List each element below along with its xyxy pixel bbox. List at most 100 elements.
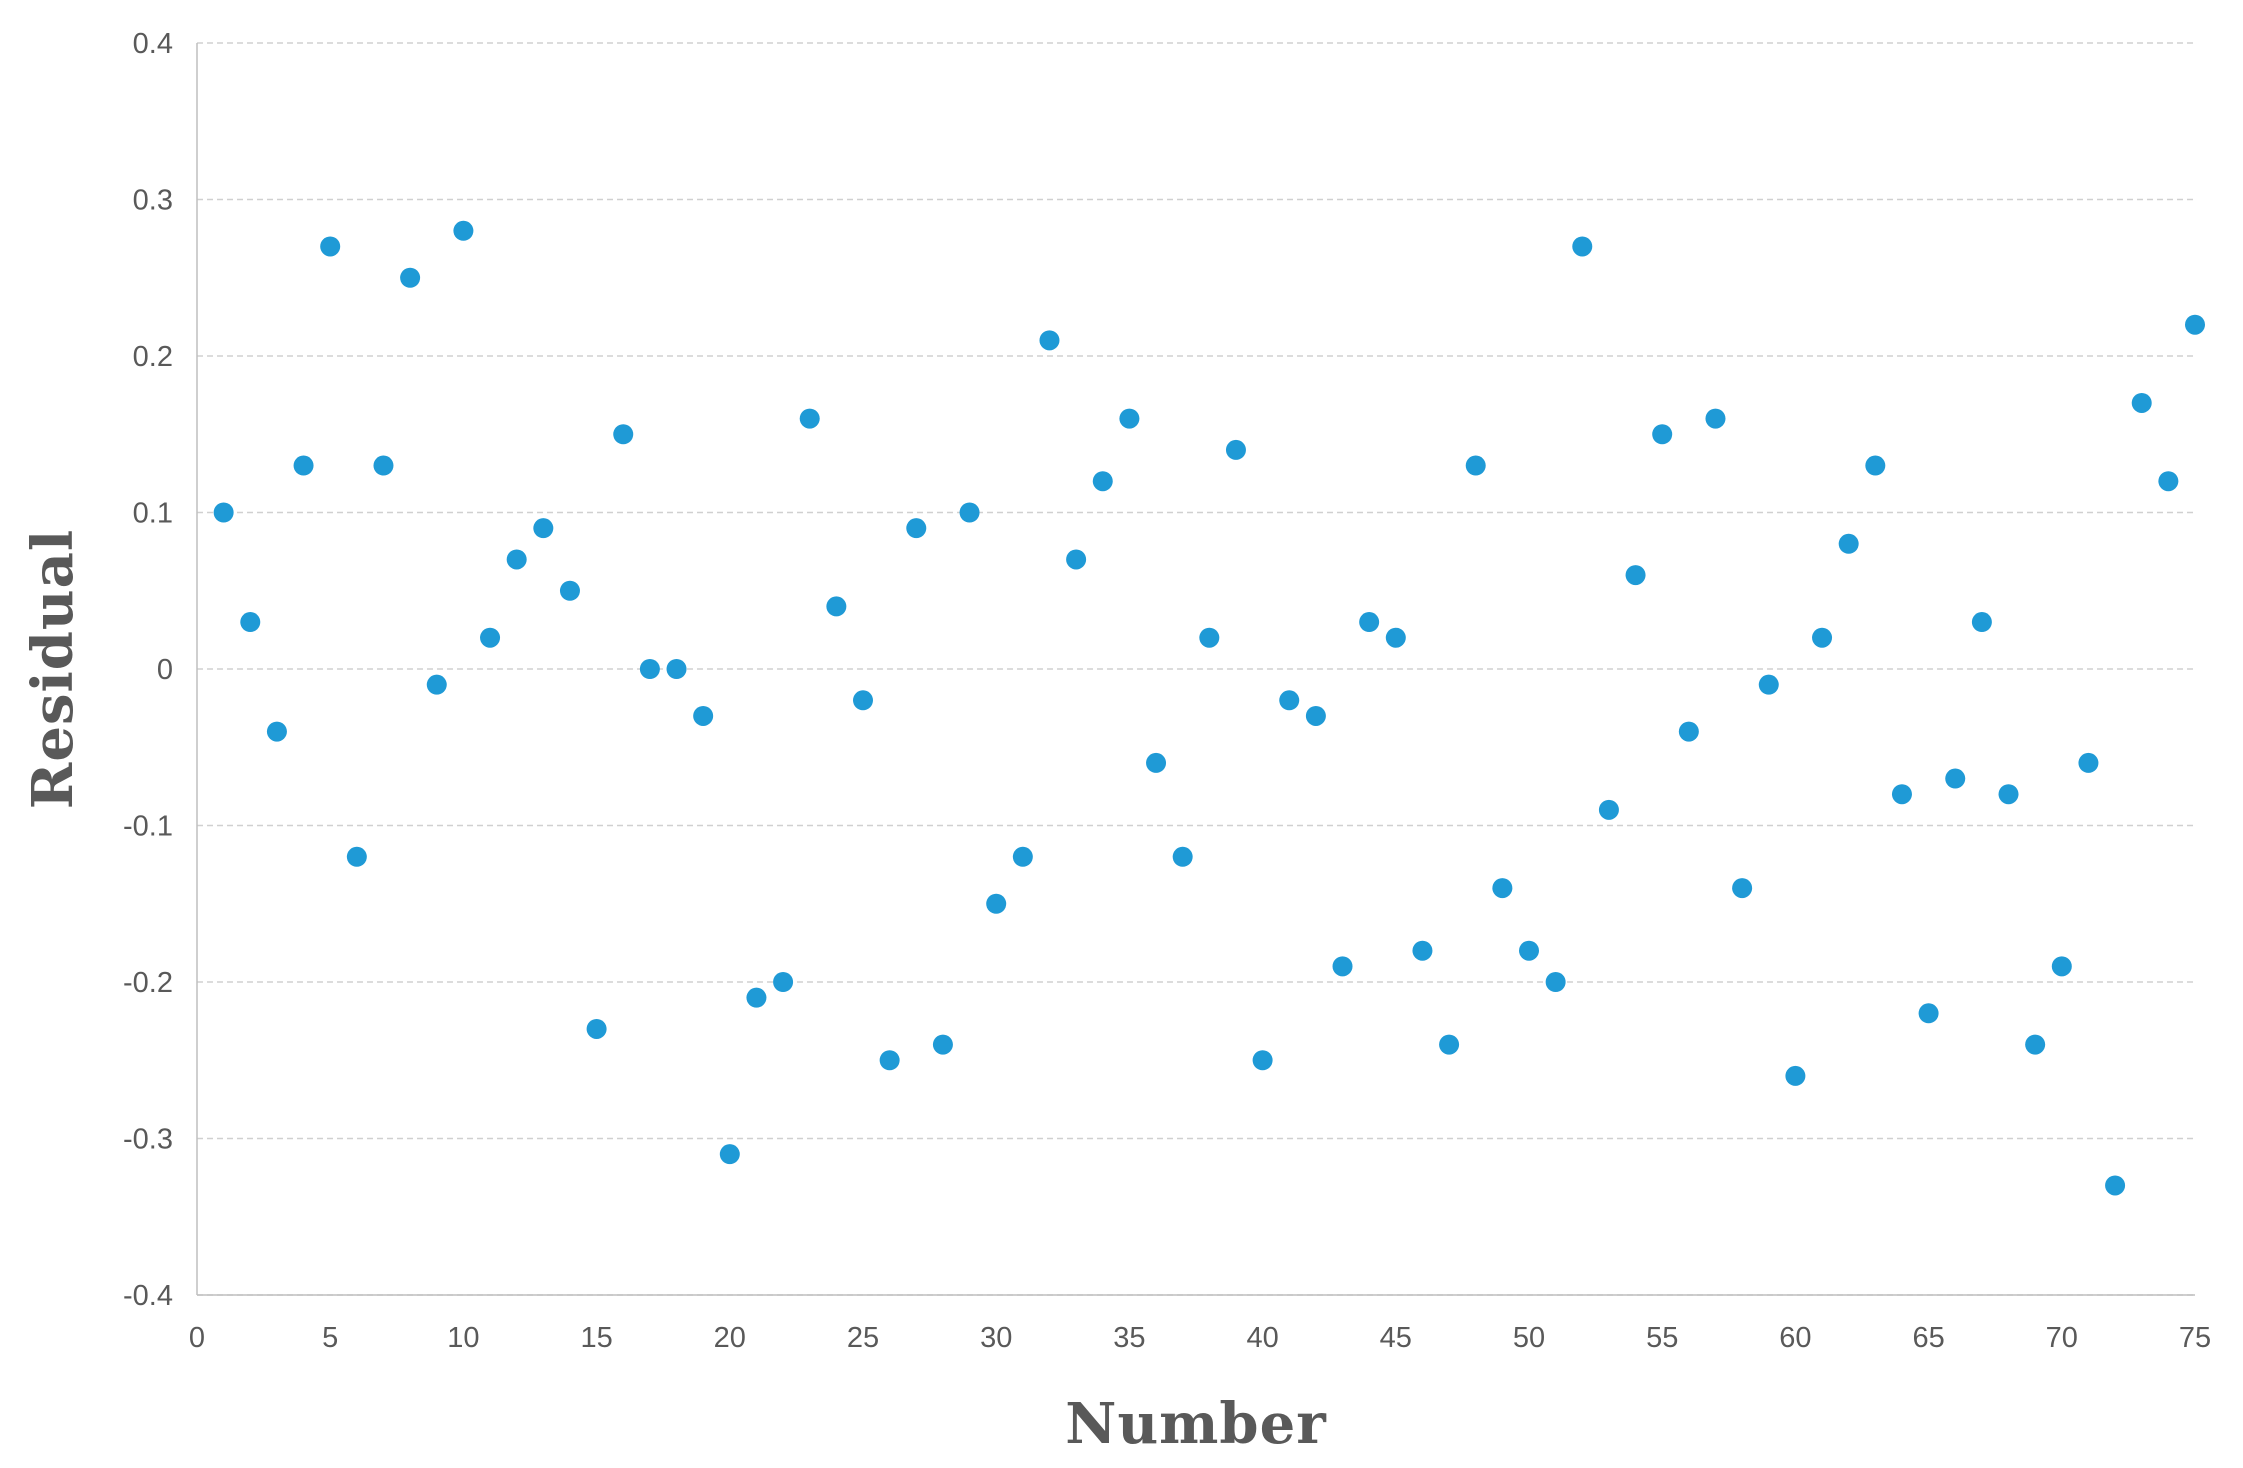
data-point — [1492, 878, 1513, 899]
data-point — [986, 893, 1007, 914]
data-point — [1225, 439, 1246, 460]
y-tick-labels: -0.4 -0.3 -0.2 -0.1 0 0.1 0.2 0.3 0.4 — [123, 28, 173, 1312]
x-tick-label: 50 — [1513, 1322, 1545, 1354]
data-point — [213, 502, 234, 523]
data-point — [1146, 752, 1167, 773]
data-point — [293, 455, 314, 476]
y-tick-label: 0.4 — [133, 28, 173, 60]
x-tick-label: 0 — [189, 1322, 205, 1354]
x-axis-title: Number — [1065, 1391, 1327, 1457]
data-point — [2131, 392, 2152, 413]
data-point — [1119, 408, 1140, 429]
data-point — [2185, 314, 2205, 335]
x-tick-label: 5 — [322, 1322, 338, 1354]
data-point — [666, 659, 687, 679]
data-point — [586, 1018, 607, 1039]
y-axis-title: Residual — [20, 529, 86, 809]
data-point — [320, 236, 341, 257]
data-point — [746, 987, 767, 1008]
data-point — [480, 627, 501, 648]
data-point — [373, 455, 394, 476]
x-tick-label: 15 — [580, 1322, 612, 1354]
data-point — [1598, 799, 1619, 820]
x-tick-label: 40 — [1246, 1322, 1278, 1354]
data-point — [1039, 330, 1060, 351]
data-point — [1545, 972, 1566, 992]
data-point — [426, 674, 447, 695]
y-tick-label: 0.2 — [133, 341, 173, 373]
x-tick-label: 65 — [1912, 1322, 1944, 1354]
data-point — [1812, 627, 1833, 648]
data-point — [1865, 455, 1886, 476]
data-point — [1519, 940, 1539, 961]
data-point — [1891, 784, 1912, 805]
x-tick-label: 45 — [1380, 1322, 1412, 1354]
data-point — [1678, 721, 1699, 742]
data-point — [1998, 784, 2019, 805]
data-point — [1945, 768, 1966, 789]
x-tick-label: 70 — [2046, 1322, 2078, 1354]
data-point — [266, 721, 287, 742]
data-point — [1918, 1003, 1939, 1024]
data-point — [1838, 533, 1859, 554]
x-tick-label: 55 — [1646, 1322, 1678, 1354]
data-point — [613, 424, 634, 445]
y-tick-label: 0.1 — [133, 498, 173, 530]
axes — [196, 43, 2195, 1296]
data-point — [2051, 956, 2072, 977]
data-point — [1625, 565, 1646, 586]
data-point — [1572, 236, 1593, 257]
x-tick-label: 75 — [2179, 1322, 2211, 1354]
data-point — [853, 690, 873, 711]
x-tick-label: 20 — [714, 1322, 746, 1354]
data-point — [2078, 752, 2099, 773]
data-point — [1012, 846, 1033, 867]
data-point — [1332, 956, 1353, 977]
data-point — [453, 220, 474, 241]
y-tick-label: -0.3 — [123, 1124, 173, 1156]
data-points — [213, 220, 2205, 1196]
y-tick-label: 0.3 — [133, 185, 173, 217]
gridlines — [197, 42, 2195, 1296]
y-tick-label: -0.1 — [123, 811, 173, 843]
data-point — [1359, 612, 1380, 633]
x-tick-label: 25 — [847, 1322, 879, 1354]
data-point — [559, 580, 580, 601]
data-point — [959, 502, 980, 523]
data-point — [1092, 471, 1113, 492]
data-point — [1439, 1034, 1460, 1055]
data-point — [1785, 1065, 1806, 1086]
data-point — [1385, 627, 1406, 648]
data-point — [693, 705, 714, 726]
data-point — [932, 1034, 953, 1055]
y-tick-label: -0.2 — [123, 967, 173, 999]
data-point — [2025, 1034, 2046, 1055]
data-point — [1412, 940, 1433, 961]
data-point — [346, 846, 367, 867]
data-point — [1732, 878, 1753, 899]
data-point — [799, 408, 820, 429]
data-point — [1971, 612, 1992, 633]
data-point — [1465, 455, 1486, 476]
x-tick-label: 60 — [1779, 1322, 1811, 1354]
data-point — [1652, 424, 1673, 445]
data-point — [1305, 705, 1326, 726]
data-point — [1199, 627, 1220, 648]
data-point — [1758, 674, 1779, 695]
data-point — [1252, 1050, 1273, 1071]
data-point — [2158, 471, 2179, 492]
data-point — [773, 972, 794, 992]
data-point — [1705, 408, 1726, 429]
x-tick-label: 30 — [980, 1322, 1012, 1354]
data-point — [400, 267, 421, 288]
x-tick-label: 10 — [447, 1322, 479, 1354]
y-tick-label: 0 — [157, 654, 173, 686]
data-point — [719, 1144, 740, 1165]
data-point — [240, 612, 261, 633]
data-point — [533, 518, 554, 539]
data-point — [1066, 549, 1087, 570]
y-tick-label: -0.4 — [123, 1280, 173, 1312]
data-point — [826, 596, 847, 617]
